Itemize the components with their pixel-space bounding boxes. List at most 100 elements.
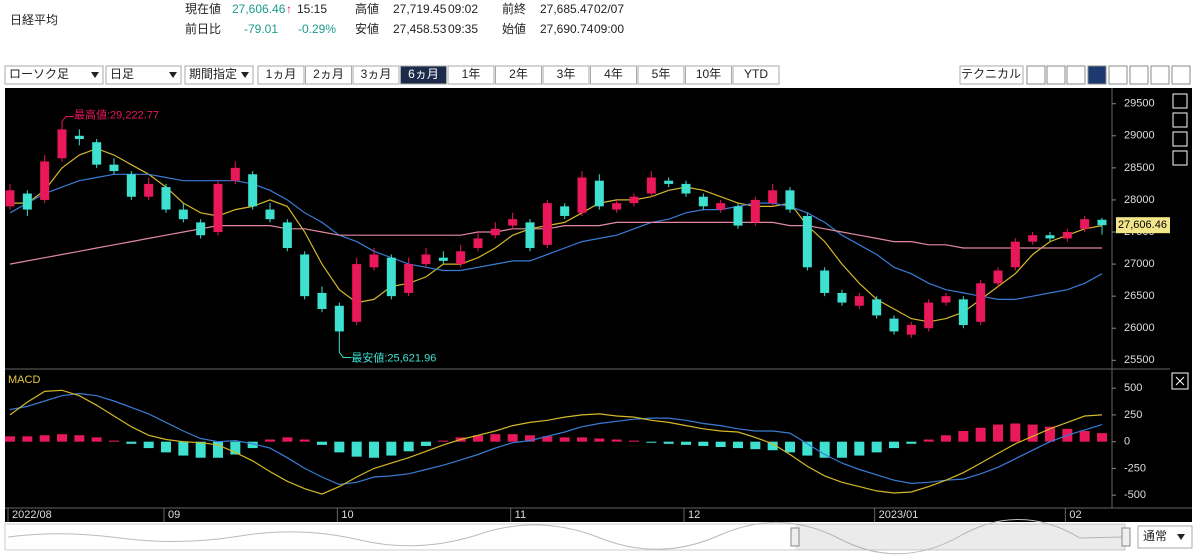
histogram-bar [213,441,223,458]
dropdown[interactable] [4,65,104,85]
bars-icon[interactable] [1066,65,1086,85]
period-label[interactable]: 6ヵ月 [408,67,439,81]
histogram-bar [958,430,969,442]
fit-icon[interactable] [1172,93,1188,109]
candle-body [1028,235,1038,242]
settings-icon[interactable] [1171,65,1191,85]
histogram-bar [282,437,293,442]
histogram-bar [1010,423,1021,442]
histogram-bar [525,435,535,442]
candle-body [941,296,951,303]
undo-icon[interactable] [1172,131,1188,147]
histogram-bar [733,441,743,449]
histogram-bar [1097,433,1107,442]
dropdown-label[interactable]: 期間指定 [189,66,237,81]
label: 前日比 [185,21,221,36]
candle-body [612,203,622,210]
navigator-handle[interactable] [1121,527,1131,547]
tool-icons [1026,65,1191,85]
period-button[interactable] [732,65,780,85]
candle-body [213,183,223,233]
histogram-bar [906,441,917,444]
period-button[interactable] [447,65,495,85]
period-button[interactable] [542,65,590,85]
technical-label[interactable]: テクニカル [961,67,1021,81]
candle-body [854,296,864,306]
candle-body [300,254,310,297]
dropdown-arrow [91,72,99,78]
candle-body [178,209,188,220]
redo-icon[interactable] [1172,150,1188,166]
period-label[interactable]: YTD [744,67,768,81]
scale-dropdown[interactable] [1137,525,1193,549]
histogram-bar [750,441,761,450]
save-icon[interactable] [1108,65,1128,85]
histogram-bar [39,435,50,442]
candle-body [161,187,171,210]
candle-body [57,129,67,159]
y-tick-label: 27000 [1124,258,1155,270]
period-label[interactable]: 2ヵ月 [313,67,344,81]
y-tick-label: 26000 [1124,322,1155,334]
time: 09:00 [594,22,624,36]
dropdown[interactable] [184,65,254,85]
period-label[interactable]: 3ヵ月 [361,67,392,81]
navigator-window[interactable] [795,524,1125,550]
dropdown-arrow [241,72,249,78]
candle-body [334,305,344,332]
zoom-icon[interactable] [1046,65,1066,85]
technical-button[interactable] [959,65,1024,85]
candle-body [473,238,483,249]
histogram-bar [889,441,899,449]
period-label[interactable]: 2年 [509,67,528,81]
x-tick-label: 12 [688,509,700,521]
period-button[interactable] [400,65,447,85]
candle-body [542,203,552,245]
navigator-handle[interactable] [790,527,800,547]
candle-body [92,142,102,165]
candle-body [646,177,656,194]
candle-body [1080,219,1090,229]
period-button[interactable] [590,65,637,85]
period-button[interactable] [637,65,685,85]
candle-body [352,264,362,322]
candle-body [126,174,136,197]
period-label[interactable]: 5年 [652,67,671,81]
candle-body [386,257,396,297]
period-label[interactable]: 4年 [604,67,623,81]
open-icon[interactable] [1129,65,1149,85]
period-button[interactable] [352,65,400,85]
candle-body [716,203,726,210]
histogram-bar [178,441,189,456]
lock-icon[interactable] [1172,112,1188,128]
candle-body [976,283,986,322]
x-tick-label: 11 [515,509,526,521]
line-icon[interactable] [1087,65,1107,85]
draw-icon[interactable] [1026,65,1046,85]
period-label[interactable]: 10年 [696,67,721,81]
period-button[interactable] [685,65,732,85]
arrow: ↑ [286,2,292,16]
y-tick-label: 26500 [1124,290,1155,302]
candle-body [993,270,1003,284]
dropdown[interactable] [105,65,182,85]
histogram-bar [143,441,154,449]
dropdown-label[interactable]: 日足 [110,67,134,81]
period-button[interactable] [305,65,352,85]
dropdown-label[interactable]: ローソク足 [9,67,69,81]
scale-label[interactable]: 通常 [1143,529,1167,543]
period-label[interactable]: 1ヵ月 [266,67,297,81]
period-label[interactable]: 1年 [462,67,481,81]
period-label[interactable]: 3年 [557,67,576,81]
candle-body [490,228,500,236]
dropdown-arrow [1177,534,1185,540]
header: 日経平均 現在値 27,606.46 ↑ 15:15 高値 27,719.45 … [10,1,624,36]
chart-background [5,88,1192,522]
histogram-bar [646,441,657,443]
period-button[interactable] [495,65,542,85]
print-icon[interactable] [1150,65,1170,85]
y-tick-label: 29500 [1124,98,1155,110]
period-button[interactable] [257,65,305,85]
candle-body [629,196,639,204]
high-pointer [61,115,74,122]
